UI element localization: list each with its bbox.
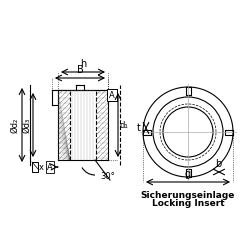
Text: Ød₂: Ød₂ xyxy=(10,118,19,132)
Text: A: A xyxy=(109,90,115,100)
Text: h: h xyxy=(80,59,86,69)
Bar xyxy=(32,162,38,172)
Text: B: B xyxy=(76,65,84,75)
Text: A: A xyxy=(47,162,53,172)
Text: Locking Insert: Locking Insert xyxy=(152,200,224,208)
Text: Ød₃: Ød₃ xyxy=(22,118,31,132)
Text: t: t xyxy=(137,123,141,133)
Text: b: b xyxy=(215,159,221,169)
Text: 30°: 30° xyxy=(100,172,115,181)
Text: Sicherungseinlage: Sicherungseinlage xyxy=(141,190,235,200)
Text: g: g xyxy=(185,169,191,179)
Text: d₁: d₁ xyxy=(120,120,129,130)
Text: x: x xyxy=(38,162,44,172)
